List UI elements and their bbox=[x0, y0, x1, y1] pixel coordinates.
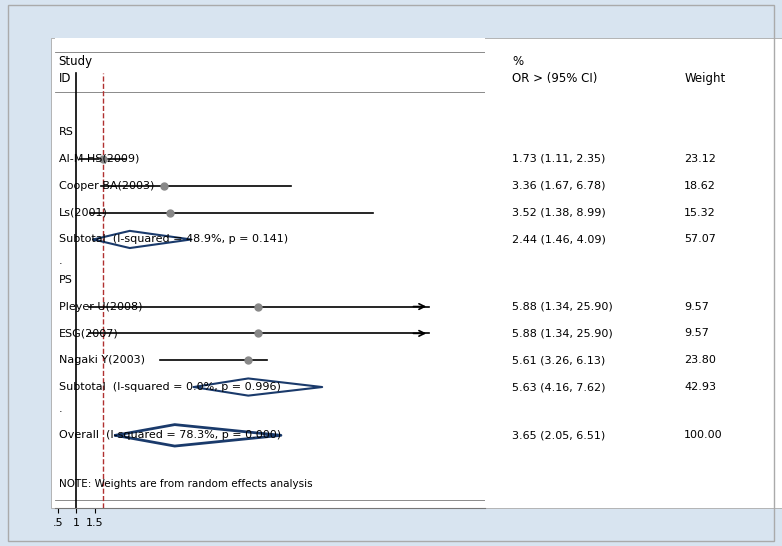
Text: 1.73 (1.11, 2.35): 1.73 (1.11, 2.35) bbox=[512, 154, 605, 164]
Text: PS: PS bbox=[59, 275, 73, 284]
Text: Weight: Weight bbox=[684, 72, 726, 85]
Text: ID: ID bbox=[59, 72, 71, 85]
Text: 15.32: 15.32 bbox=[684, 207, 716, 218]
Text: 5.88 (1.34, 25.90): 5.88 (1.34, 25.90) bbox=[512, 328, 613, 339]
Text: Subtotal  (I-squared = 0.0%, p = 0.996): Subtotal (I-squared = 0.0%, p = 0.996) bbox=[59, 382, 281, 392]
Text: 18.62: 18.62 bbox=[684, 181, 716, 191]
Text: Study: Study bbox=[59, 55, 93, 68]
Text: NOTE: Weights are from random effects analysis: NOTE: Weights are from random effects an… bbox=[59, 479, 312, 489]
Text: 9.57: 9.57 bbox=[684, 301, 709, 312]
Text: RS: RS bbox=[59, 127, 74, 137]
Text: 2.44 (1.46, 4.09): 2.44 (1.46, 4.09) bbox=[512, 234, 606, 245]
Text: %: % bbox=[512, 55, 523, 68]
Text: Al-M HS(2009): Al-M HS(2009) bbox=[59, 154, 139, 164]
Text: 3.36 (1.67, 6.78): 3.36 (1.67, 6.78) bbox=[512, 181, 606, 191]
Text: 57.07: 57.07 bbox=[684, 234, 716, 245]
Text: .: . bbox=[59, 403, 63, 413]
Text: Pleyer U(2008): Pleyer U(2008) bbox=[59, 301, 142, 312]
Text: 23.12: 23.12 bbox=[684, 154, 716, 164]
Text: 9.57: 9.57 bbox=[684, 328, 709, 339]
Text: ESG(2007): ESG(2007) bbox=[59, 328, 118, 339]
Text: 23.80: 23.80 bbox=[684, 355, 716, 365]
Text: 3.65 (2.05, 6.51): 3.65 (2.05, 6.51) bbox=[512, 430, 605, 440]
Text: OR > (95% CI): OR > (95% CI) bbox=[512, 72, 597, 85]
Text: 3.52 (1.38, 8.99): 3.52 (1.38, 8.99) bbox=[512, 207, 606, 218]
Text: 42.93: 42.93 bbox=[684, 382, 716, 392]
Text: 5.63 (4.16, 7.62): 5.63 (4.16, 7.62) bbox=[512, 382, 606, 392]
Text: Subtotal  (I-squared = 48.9%, p = 0.141): Subtotal (I-squared = 48.9%, p = 0.141) bbox=[59, 234, 288, 245]
Text: 5.88 (1.34, 25.90): 5.88 (1.34, 25.90) bbox=[512, 301, 613, 312]
Text: Overall  (I-squared = 78.3%, p = 0.000): Overall (I-squared = 78.3%, p = 0.000) bbox=[59, 430, 281, 440]
Text: .: . bbox=[59, 256, 63, 266]
Text: Cooper BA(2003): Cooper BA(2003) bbox=[59, 181, 154, 191]
Text: 100.00: 100.00 bbox=[684, 430, 723, 440]
Text: Ls(2001): Ls(2001) bbox=[59, 207, 108, 218]
Text: Nagaki Y(2003): Nagaki Y(2003) bbox=[59, 355, 145, 365]
Text: 5.61 (3.26, 6.13): 5.61 (3.26, 6.13) bbox=[512, 355, 605, 365]
